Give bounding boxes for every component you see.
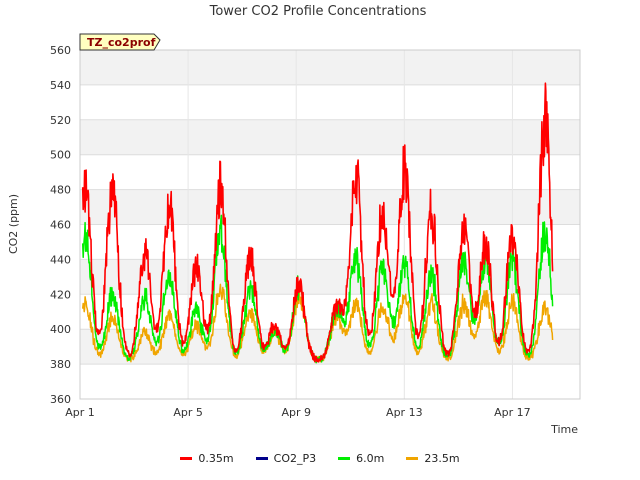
site-tag-label: TZ_co2prof	[87, 36, 156, 49]
x-tick-labels: Apr 1 Apr 5 Apr 9 Apr 13 Apr 17	[65, 406, 530, 419]
legend-item-0-35m[interactable]: 0.35m	[180, 452, 234, 465]
legend-swatch-co2-p3	[255, 457, 268, 460]
y-tick-label: 360	[50, 393, 71, 406]
legend-swatch-0-35m	[180, 457, 193, 460]
legend-swatch-23-5m	[406, 457, 419, 460]
band	[80, 84, 580, 120]
y-tick-label: 500	[50, 149, 71, 162]
plot-frame	[79, 49, 581, 400]
x-tick-label: Apr 5	[173, 406, 203, 419]
legend-swatch-6-0m	[338, 457, 351, 460]
series-line-0-35m	[81, 82, 554, 363]
x-tick-label: Apr 17	[494, 406, 531, 419]
y-tick-label: 460	[50, 219, 71, 232]
band	[80, 259, 580, 295]
legend-item-6-0m[interactable]: 6.0m	[338, 452, 384, 465]
legend: 0.35m CO2_P3 6.0m 23.5m	[0, 452, 640, 465]
series-line-6-0m	[81, 214, 554, 364]
y-tick-labels: 360 380 400 420 440 460 480 500 520 540 560	[50, 44, 71, 406]
x-tick-label: Apr 13	[386, 406, 423, 419]
y-tick-label: 560	[50, 44, 71, 57]
site-tag: TZ_co2prof	[79, 33, 161, 51]
band	[80, 364, 580, 399]
y-tick-label: 540	[50, 79, 71, 92]
x-tick-label: Apr 1	[65, 406, 95, 419]
x-tick-label: Apr 9	[281, 406, 311, 419]
y-axis-label: CO2 (ppm)	[7, 194, 20, 254]
band	[80, 189, 580, 225]
legend-label-23-5m: 23.5m	[424, 452, 460, 465]
legend-label-0-35m: 0.35m	[198, 452, 234, 465]
y-tick-label: 480	[50, 184, 71, 197]
band	[80, 119, 580, 155]
x-axis-label: Time	[550, 423, 578, 436]
y-tick-label: 440	[50, 253, 71, 266]
y-tick-label: 380	[50, 358, 71, 371]
band	[80, 50, 580, 85]
legend-label-6-0m: 6.0m	[356, 452, 385, 465]
legend-label-co2-p3: CO2_P3	[273, 452, 317, 465]
y-tick-label: 400	[50, 323, 71, 336]
legend-item-co2-p3[interactable]: CO2_P3	[255, 452, 317, 465]
series-group	[81, 82, 554, 364]
y-tick-label: 420	[50, 288, 71, 301]
chart-title: Tower CO2 Profile Concentrations	[209, 4, 427, 19]
band	[80, 224, 580, 260]
legend-item-23-5m[interactable]: 23.5m	[406, 452, 460, 465]
y-tick-label: 520	[50, 114, 71, 127]
band	[80, 154, 580, 190]
